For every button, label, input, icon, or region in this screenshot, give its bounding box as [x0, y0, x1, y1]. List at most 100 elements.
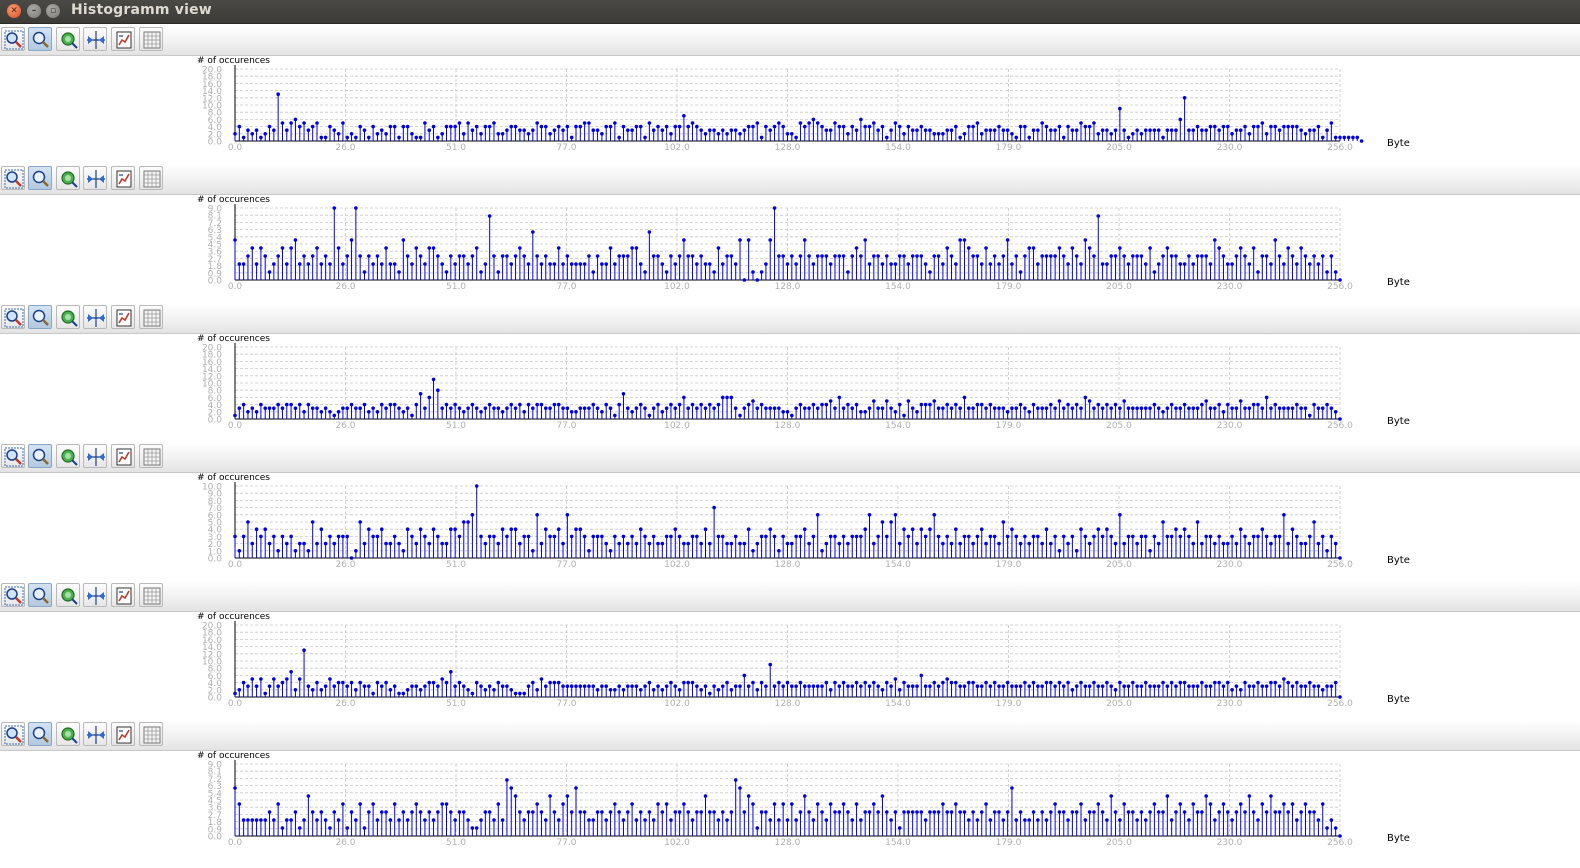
histogram-stem: [492, 254, 496, 280]
center-button[interactable]: [83, 305, 107, 329]
histogram-plot[interactable]: 0.00.91.82.73.64.55.46.37.28.19.00.0 26.0…: [0, 195, 1580, 303]
grid-toggle-button[interactable]: [139, 722, 163, 746]
zoom-fit-button[interactable]: [1, 27, 25, 51]
center-button[interactable]: [83, 722, 107, 746]
histogram-stem: [1230, 534, 1234, 558]
pan-button[interactable]: [56, 444, 80, 468]
histogram-plot[interactable]: 0.01.02.03.04.05.06.07.08.09.010.00.0 26.…: [0, 473, 1580, 581]
histogram-stem: [470, 513, 475, 558]
histogram-stem: [272, 262, 276, 280]
histogram-stem: [1061, 684, 1066, 697]
histogram-stem: [1018, 684, 1023, 697]
minimize-window-button[interactable]: –: [27, 4, 41, 18]
histogram-stem: [1023, 680, 1027, 697]
histogram-stem: [436, 810, 440, 836]
x-tick-label: 128.0: [775, 282, 801, 292]
histogram-stem: [1234, 541, 1239, 558]
zoom-fit-button[interactable]: [1, 444, 25, 468]
histogram-stem: [1139, 406, 1144, 419]
histogram-stem: [1096, 527, 1101, 558]
histogram-stem: [1333, 270, 1338, 280]
histogram-stem: [1273, 402, 1278, 419]
grid-toggle-button[interactable]: [139, 27, 163, 51]
histogram-stem: [1031, 246, 1036, 280]
histogram-stem: [919, 673, 924, 697]
histogram-stem: [954, 527, 958, 558]
pan-button[interactable]: [56, 166, 80, 190]
grid-toggle-button[interactable]: [139, 305, 163, 329]
pan-button[interactable]: [56, 305, 80, 329]
histogram-plot[interactable]: 0.00.91.82.73.64.55.46.37.28.19.00.0 26.0…: [0, 751, 1580, 859]
x-tick-label: 128.0: [775, 421, 801, 431]
export-button[interactable]: [111, 583, 135, 607]
zoom-button[interactable]: [28, 583, 52, 607]
histogram-stem: [479, 818, 483, 836]
grid-toggle-button[interactable]: [139, 166, 163, 190]
histogram-stem: [241, 818, 246, 836]
center-button[interactable]: [83, 583, 107, 607]
histogram-stem: [893, 410, 898, 419]
histogram-stem: [535, 402, 539, 419]
histogram-stem: [867, 262, 872, 280]
grid-toggle-button[interactable]: [139, 583, 163, 607]
export-button[interactable]: [111, 27, 135, 51]
export-button[interactable]: [111, 166, 135, 190]
grid-toggle-button[interactable]: [139, 444, 163, 468]
pan-button[interactable]: [56, 583, 80, 607]
histogram-stem: [1018, 270, 1023, 280]
pan-button[interactable]: [56, 722, 80, 746]
histogram-stem: [910, 128, 915, 141]
histogram-stem: [984, 541, 988, 558]
histogram-stem: [246, 254, 250, 280]
histogram-stem: [470, 691, 475, 697]
histogram-stem: [833, 534, 837, 558]
histogram-stem: [543, 124, 548, 141]
histogram-stem: [867, 124, 872, 141]
histogram-stem: [1243, 124, 1247, 141]
zoom-button[interactable]: [28, 722, 52, 746]
histogram-stem: [1131, 406, 1135, 419]
zoom-button[interactable]: [28, 305, 52, 329]
y-tick-label: 2.0: [208, 686, 223, 696]
maximize-window-button[interactable]: ▫: [46, 4, 60, 18]
x-tick-label: 205.0: [1106, 560, 1132, 570]
histogram-stem: [310, 688, 315, 697]
histogram-stem: [902, 527, 906, 558]
histogram-stem: [565, 513, 570, 558]
histogram-plot[interactable]: 0.02.04.06.08.010.012.014.016.018.020.00…: [0, 56, 1580, 164]
histogram-plot[interactable]: 0.02.04.06.08.010.012.014.016.018.020.00…: [0, 334, 1580, 442]
close-window-button[interactable]: ✕: [7, 4, 21, 18]
histogram-stem: [876, 684, 880, 697]
export-button[interactable]: [111, 305, 135, 329]
pan-button[interactable]: [56, 27, 80, 51]
histogram-stem: [1273, 680, 1278, 697]
export-button[interactable]: [111, 444, 135, 468]
histogram-stem: [850, 684, 855, 697]
x-tick-label: 230.0: [1217, 560, 1243, 570]
center-button[interactable]: [83, 166, 107, 190]
export-button[interactable]: [111, 722, 135, 746]
histogram-stem: [362, 270, 367, 280]
histogram-stem: [837, 124, 842, 141]
histogram-stem: [1061, 406, 1066, 419]
histogram-stem: [1187, 534, 1191, 558]
zoom-button[interactable]: [28, 444, 52, 468]
zoom-fit-button[interactable]: [1, 583, 25, 607]
histogram-plot[interactable]: 0.02.04.06.08.010.012.014.016.018.020.00…: [0, 612, 1580, 720]
histogram-stem: [505, 534, 509, 558]
histogram-stem: [1290, 254, 1295, 280]
histogram-stem: [349, 132, 354, 141]
center-button[interactable]: [83, 27, 107, 51]
zoom-button[interactable]: [28, 166, 52, 190]
x-axis-label: Byte: [1387, 555, 1410, 566]
histogram-stem: [1027, 246, 1032, 280]
zoom-fit-button[interactable]: [1, 166, 25, 190]
center-button[interactable]: [83, 444, 107, 468]
histogram-stem: [1174, 527, 1178, 558]
histogram-stem: [1027, 135, 1032, 141]
zoom-fit-button[interactable]: [1, 305, 25, 329]
zoom-button[interactable]: [28, 27, 52, 51]
zoom-fit-button[interactable]: [1, 722, 25, 746]
y-tick-label: 10.0: [202, 483, 222, 493]
histogram-stem: [259, 402, 263, 419]
